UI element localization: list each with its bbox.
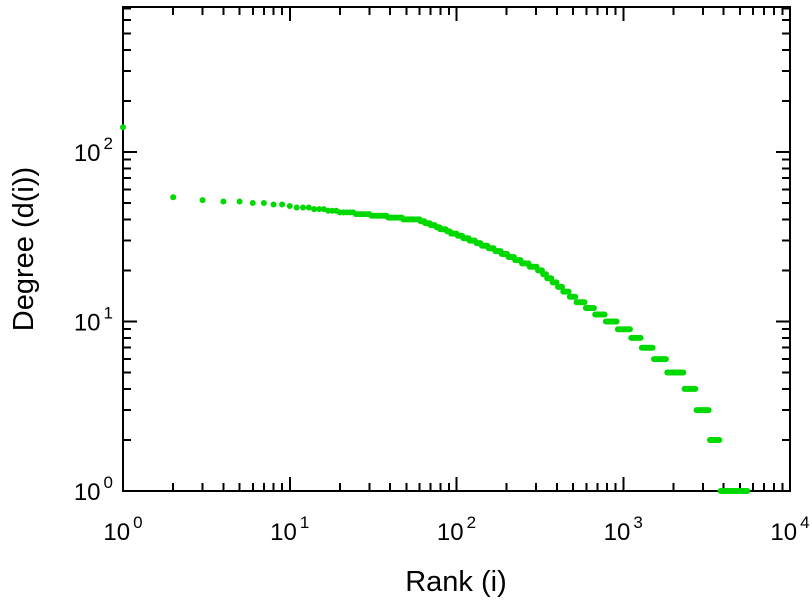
data-point (559, 283, 565, 290)
data-point (325, 207, 332, 214)
data-point (716, 437, 723, 443)
data-point (705, 407, 712, 414)
x-tick-label: 10 0 (103, 513, 142, 546)
axis-ticks (122, 7, 791, 492)
data-point (601, 311, 608, 318)
y-tick-label: 10 0 (74, 473, 113, 506)
data-point (692, 385, 699, 392)
data-point (565, 288, 572, 295)
data-point (249, 200, 256, 206)
data-point (279, 201, 286, 208)
data-point (744, 488, 751, 494)
plot-frame (122, 6, 791, 492)
data-point (270, 201, 277, 208)
data-point (170, 194, 177, 201)
data-point (316, 206, 323, 213)
data-point (613, 318, 620, 325)
tick-labels: 10 0 10 1 10 2 10 3 10 4 10 0 10 1 10 2 (74, 134, 810, 546)
data-point (300, 204, 306, 211)
data-point (305, 204, 312, 211)
data-point (680, 369, 687, 376)
x-tick-label: 10 2 (437, 513, 476, 546)
scatter-points (120, 124, 751, 494)
data-point (120, 124, 126, 131)
data-point (260, 200, 267, 206)
x-tick-label: 10 4 (770, 513, 809, 546)
data-point (590, 305, 597, 311)
x-tick-label: 10 1 (270, 513, 309, 546)
x-axis-title: Rank (i) (405, 566, 507, 598)
y-tick-label: 10 1 (74, 303, 113, 336)
data-point (572, 293, 579, 300)
data-point (649, 344, 656, 351)
data-point (581, 299, 588, 306)
data-point (220, 198, 227, 205)
y-axis-title: Degree (d(i)) (8, 167, 40, 331)
data-point (626, 326, 633, 333)
data-point (236, 198, 243, 205)
x-tick-label: 10 3 (604, 513, 643, 546)
data-point (286, 203, 293, 209)
data-point (311, 206, 318, 213)
data-point (293, 204, 300, 211)
y-tick-label: 10 2 (74, 134, 113, 167)
data-point (662, 356, 669, 363)
data-point (637, 334, 644, 341)
data-point (199, 197, 206, 204)
